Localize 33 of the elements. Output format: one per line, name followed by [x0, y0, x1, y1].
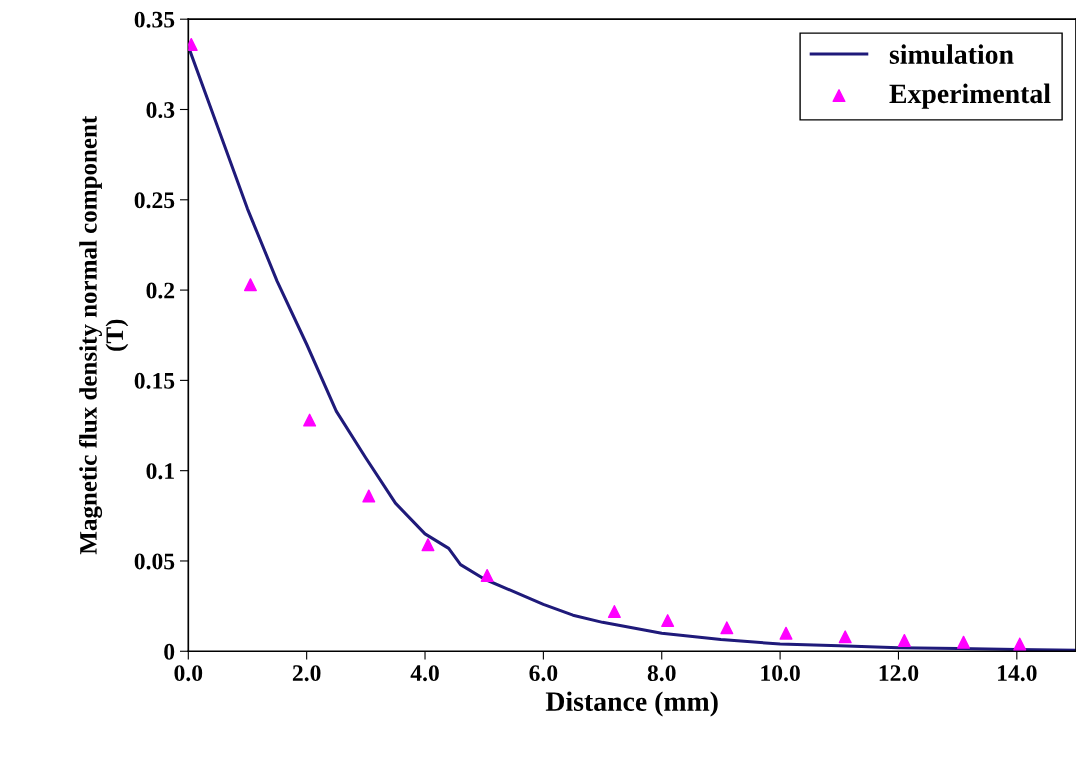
point — [661, 614, 675, 628]
y-axis-title: Magnetic flux density normal component (T) — [78, 115, 129, 555]
y-tick-label: 0 — [164, 643, 175, 660]
x-tick-label: 0.0 — [174, 665, 203, 682]
point — [607, 605, 621, 619]
y-tick-label: 0.1 — [146, 463, 174, 480]
y-tick-label: 0.3 — [146, 101, 175, 119]
point — [897, 633, 911, 647]
y-tick-label: 0.25 — [134, 192, 175, 209]
point — [480, 568, 494, 582]
point — [838, 630, 852, 644]
point — [957, 635, 971, 649]
point — [362, 489, 376, 503]
point — [1013, 637, 1027, 651]
legend-label: Experimental — [889, 83, 1051, 109]
x-tick-label: 14.0 — [998, 665, 1037, 682]
legend-label: simulation — [889, 44, 1014, 64]
x-tick-label: 4.0 — [410, 665, 439, 682]
y-tick-label: 0.15 — [134, 372, 175, 389]
point — [421, 538, 435, 552]
x-tick-label: 8.0 — [647, 665, 676, 682]
point — [779, 626, 793, 640]
y-tick-label: 0.05 — [134, 553, 175, 570]
x-axis-title: Distance (mm) — [545, 691, 718, 717]
point — [303, 413, 317, 427]
y-tick-label: 0.2 — [146, 282, 175, 299]
x-tick-label: 2.0 — [292, 665, 321, 682]
x-tick-label: 6.0 — [529, 665, 558, 682]
point — [243, 278, 257, 292]
x-tick-label: 12.0 — [879, 665, 919, 682]
x-tick-label: 10.0 — [761, 665, 800, 682]
y-tick-label: 0.35 — [134, 11, 175, 28]
point — [720, 621, 734, 635]
